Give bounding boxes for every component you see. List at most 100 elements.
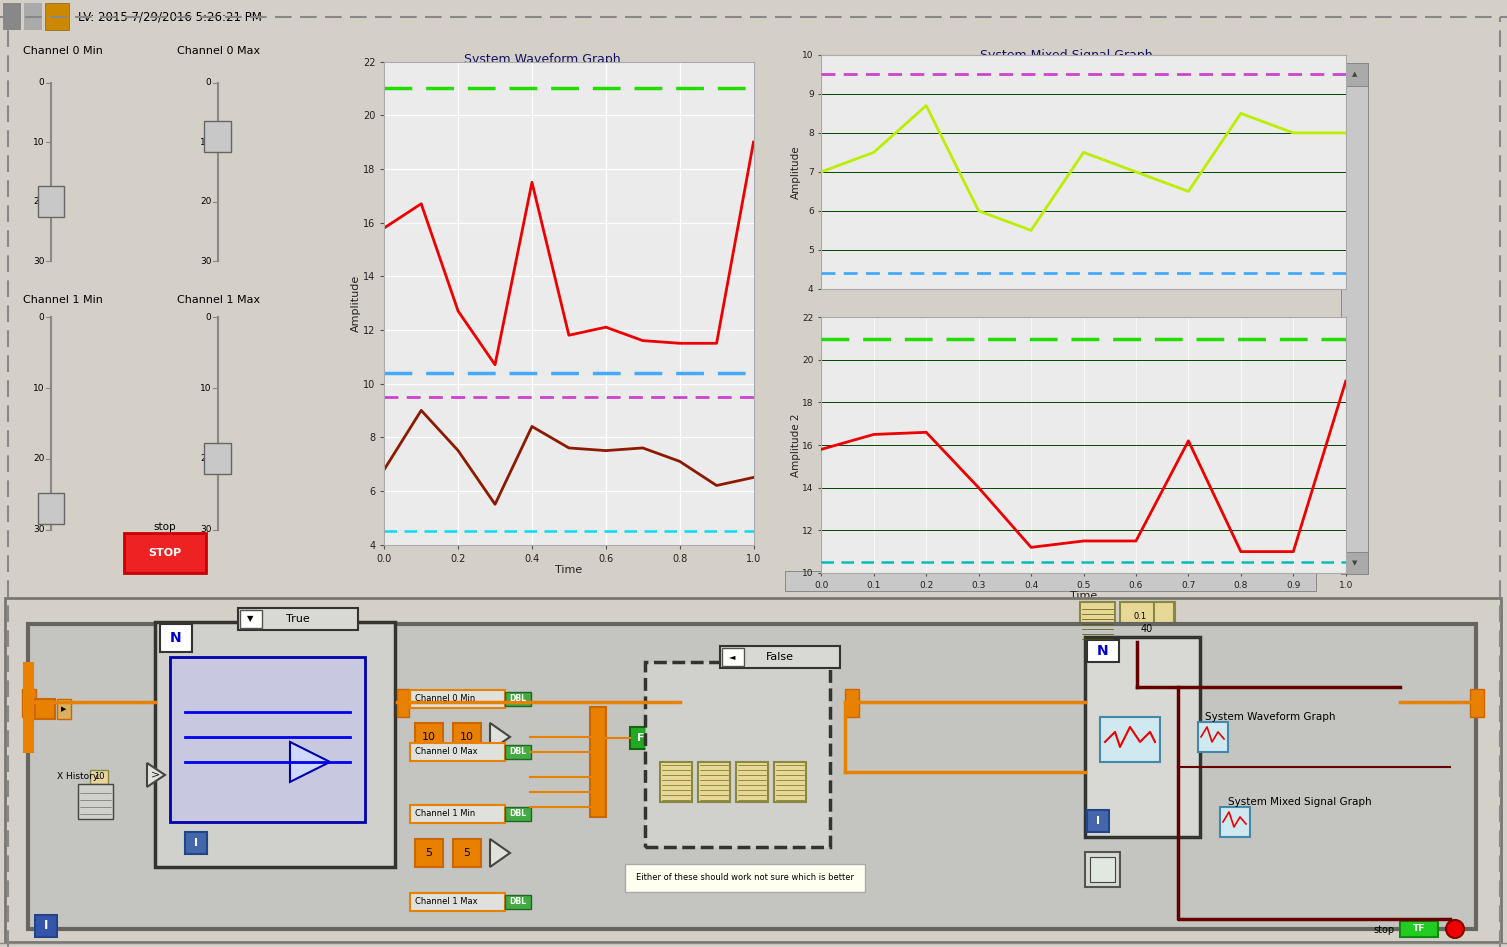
- X-axis label: Time: Time: [1070, 591, 1097, 601]
- Bar: [720, 646, 839, 668]
- Text: Channel 1 Min: Channel 1 Min: [414, 810, 475, 818]
- Bar: [410, 743, 505, 761]
- Bar: [396, 688, 408, 717]
- Bar: [45, 4, 69, 29]
- Text: 30: 30: [33, 525, 45, 534]
- Polygon shape: [490, 723, 509, 751]
- Text: 20: 20: [33, 197, 45, 206]
- Bar: [1087, 810, 1109, 832]
- Text: ▼: ▼: [247, 615, 253, 623]
- Text: stop: stop: [1374, 925, 1395, 935]
- Bar: [35, 699, 54, 719]
- Bar: [35, 915, 57, 937]
- Text: DBL: DBL: [509, 898, 526, 906]
- Bar: [735, 762, 769, 802]
- Bar: [1469, 688, 1484, 717]
- Text: 10: 10: [200, 384, 211, 392]
- Text: False: False: [766, 652, 794, 662]
- Y-axis label: Amplitude 2: Amplitude 2: [791, 413, 800, 477]
- Polygon shape: [490, 839, 509, 867]
- Bar: [1341, 63, 1368, 85]
- FancyBboxPatch shape: [124, 533, 206, 573]
- Text: 10: 10: [200, 137, 211, 147]
- Text: Channel 0 Max: Channel 0 Max: [178, 46, 261, 56]
- Bar: [1341, 63, 1368, 574]
- Y-axis label: Amplitude: Amplitude: [351, 275, 362, 331]
- Y-axis label: Amplitude: Amplitude: [791, 145, 800, 199]
- Text: Channel 1 Max: Channel 1 Max: [178, 295, 261, 305]
- Text: TF: TF: [1414, 924, 1426, 934]
- Bar: [845, 688, 859, 717]
- Text: Channel 1 Min: Channel 1 Min: [23, 295, 102, 305]
- Bar: [454, 723, 481, 751]
- Bar: [1154, 602, 1174, 642]
- Text: X History: X History: [57, 773, 98, 781]
- Text: 0: 0: [205, 78, 211, 87]
- Text: I: I: [194, 838, 197, 848]
- Bar: [90, 770, 109, 784]
- Text: 20: 20: [200, 197, 211, 206]
- Bar: [1221, 807, 1249, 837]
- Text: stop: stop: [154, 523, 176, 532]
- Text: ▶: ▶: [62, 706, 66, 712]
- Bar: [1341, 552, 1368, 574]
- Bar: [23, 688, 36, 717]
- Polygon shape: [289, 742, 330, 782]
- Text: F: F: [637, 733, 645, 743]
- Text: DBL: DBL: [509, 694, 526, 704]
- Bar: [660, 762, 692, 802]
- Bar: [410, 690, 505, 708]
- Text: STOP: STOP: [149, 548, 182, 558]
- Bar: [1100, 717, 1160, 762]
- Bar: [3, 4, 21, 29]
- Bar: [454, 839, 481, 867]
- Text: System Mixed Signal Graph: System Mixed Signal Graph: [1228, 797, 1371, 807]
- Text: 0: 0: [205, 313, 211, 322]
- Text: 0.1: 0.1: [1133, 613, 1147, 621]
- Bar: [591, 706, 606, 817]
- Text: System Waveform Graph: System Waveform Graph: [464, 53, 621, 66]
- Text: Channel 0 Min: Channel 0 Min: [23, 46, 102, 56]
- Text: DBL: DBL: [509, 747, 526, 757]
- Text: 5: 5: [464, 848, 470, 858]
- X-axis label: Time: Time: [555, 565, 583, 575]
- Bar: [1400, 921, 1438, 937]
- Text: ▼: ▼: [1352, 560, 1356, 566]
- Bar: [505, 745, 530, 759]
- Text: I: I: [1096, 816, 1100, 826]
- FancyBboxPatch shape: [205, 120, 231, 152]
- Text: 10: 10: [460, 732, 475, 742]
- Text: 10: 10: [422, 732, 436, 742]
- Bar: [698, 762, 729, 802]
- Bar: [1120, 602, 1175, 642]
- Bar: [185, 832, 206, 854]
- Bar: [1085, 852, 1120, 887]
- Bar: [505, 692, 530, 706]
- Text: 30: 30: [33, 257, 45, 266]
- Polygon shape: [148, 763, 164, 787]
- Bar: [785, 571, 1317, 591]
- Bar: [414, 723, 443, 751]
- Text: I: I: [44, 920, 48, 933]
- Bar: [630, 727, 653, 749]
- Bar: [29, 624, 1475, 929]
- Text: 40: 40: [1141, 624, 1153, 634]
- Text: N: N: [1097, 644, 1109, 658]
- Text: 30: 30: [200, 257, 211, 266]
- Bar: [24, 4, 42, 29]
- Bar: [645, 662, 830, 847]
- Text: Channel 0 Max: Channel 0 Max: [414, 747, 478, 757]
- Text: System Waveform Graph: System Waveform Graph: [1206, 712, 1335, 722]
- Bar: [505, 807, 530, 821]
- Bar: [1085, 637, 1200, 837]
- Bar: [775, 762, 806, 802]
- Bar: [240, 610, 262, 628]
- Bar: [625, 864, 865, 892]
- Text: 0: 0: [39, 313, 45, 322]
- FancyBboxPatch shape: [38, 187, 65, 218]
- Text: True: True: [286, 614, 310, 624]
- Bar: [78, 784, 113, 819]
- Bar: [722, 648, 744, 666]
- Bar: [410, 805, 505, 823]
- Circle shape: [1447, 920, 1463, 938]
